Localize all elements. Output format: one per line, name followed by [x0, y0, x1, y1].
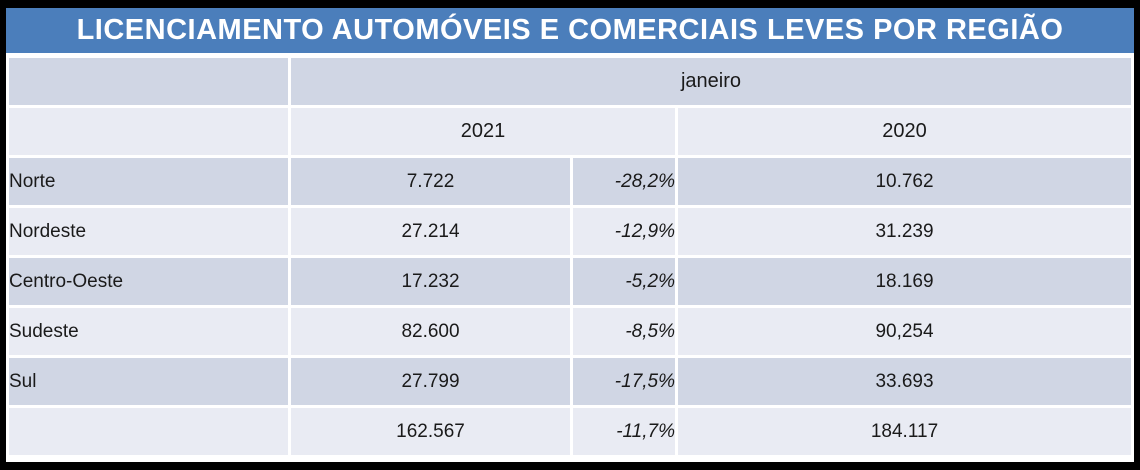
slide-body: LICENCIAMENTO AUTOMÓVEIS E COMERCIAIS LE… — [6, 8, 1134, 462]
table-row-centro-oeste: Centro-Oeste 17.232 -5,2% 18.169 — [9, 258, 1131, 305]
value-2020-cell: 31.239 — [678, 208, 1131, 255]
value-2020-cell: 10.762 — [678, 158, 1131, 205]
value-2020-cell: 33.693 — [678, 358, 1131, 405]
pct-change-cell: -17,5% — [573, 358, 675, 405]
pct-change-cell: -5,2% — [573, 258, 675, 305]
year-2020-header-cell: 2020 — [678, 108, 1131, 155]
value-2020-cell: 18.169 — [678, 258, 1131, 305]
table-row-norte: Norte 7.722 -28,2% 10.762 — [9, 158, 1131, 205]
pct-change-cell: -11,7% — [573, 408, 675, 455]
value-2020-cell: 90,254 — [678, 308, 1131, 355]
table-row-sul: Sul 27.799 -17,5% 33.693 — [9, 358, 1131, 405]
pct-change-cell: -12,9% — [573, 208, 675, 255]
value-2021-cell: 162.567 — [291, 408, 570, 455]
pct-change-cell: -28,2% — [573, 158, 675, 205]
value-2021-cell: 27.799 — [291, 358, 570, 405]
table-title: LICENCIAMENTO AUTOMÓVEIS E COMERCIAIS LE… — [6, 8, 1134, 53]
month-header-cell: janeiro — [291, 58, 1131, 105]
licensing-table: janeiro 2021 2020 Norte 7.722 -28,2% 10.… — [6, 55, 1134, 458]
table-row-total: 162.567 -11,7% 184.117 — [9, 408, 1131, 455]
region-cell — [9, 408, 288, 455]
value-2021-cell: 7.722 — [291, 158, 570, 205]
year-2021-header-cell: 2021 — [291, 108, 675, 155]
value-2021-cell: 17.232 — [291, 258, 570, 305]
region-cell: Nordeste — [9, 208, 288, 255]
pct-change-cell: -8,5% — [573, 308, 675, 355]
region-cell: Sudeste — [9, 308, 288, 355]
month-header-row: janeiro — [9, 58, 1131, 105]
table-row-sudeste: Sudeste 82.600 -8,5% 90,254 — [9, 308, 1131, 355]
blank-cell — [9, 108, 288, 155]
region-cell: Centro-Oeste — [9, 258, 288, 305]
value-2021-cell: 27.214 — [291, 208, 570, 255]
value-2021-cell: 82.600 — [291, 308, 570, 355]
table-row-nordeste: Nordeste 27.214 -12,9% 31.239 — [9, 208, 1131, 255]
region-cell: Sul — [9, 358, 288, 405]
region-cell: Norte — [9, 158, 288, 205]
year-header-row: 2021 2020 — [9, 108, 1131, 155]
corner-blank-cell — [9, 58, 288, 105]
value-2020-cell: 184.117 — [678, 408, 1131, 455]
